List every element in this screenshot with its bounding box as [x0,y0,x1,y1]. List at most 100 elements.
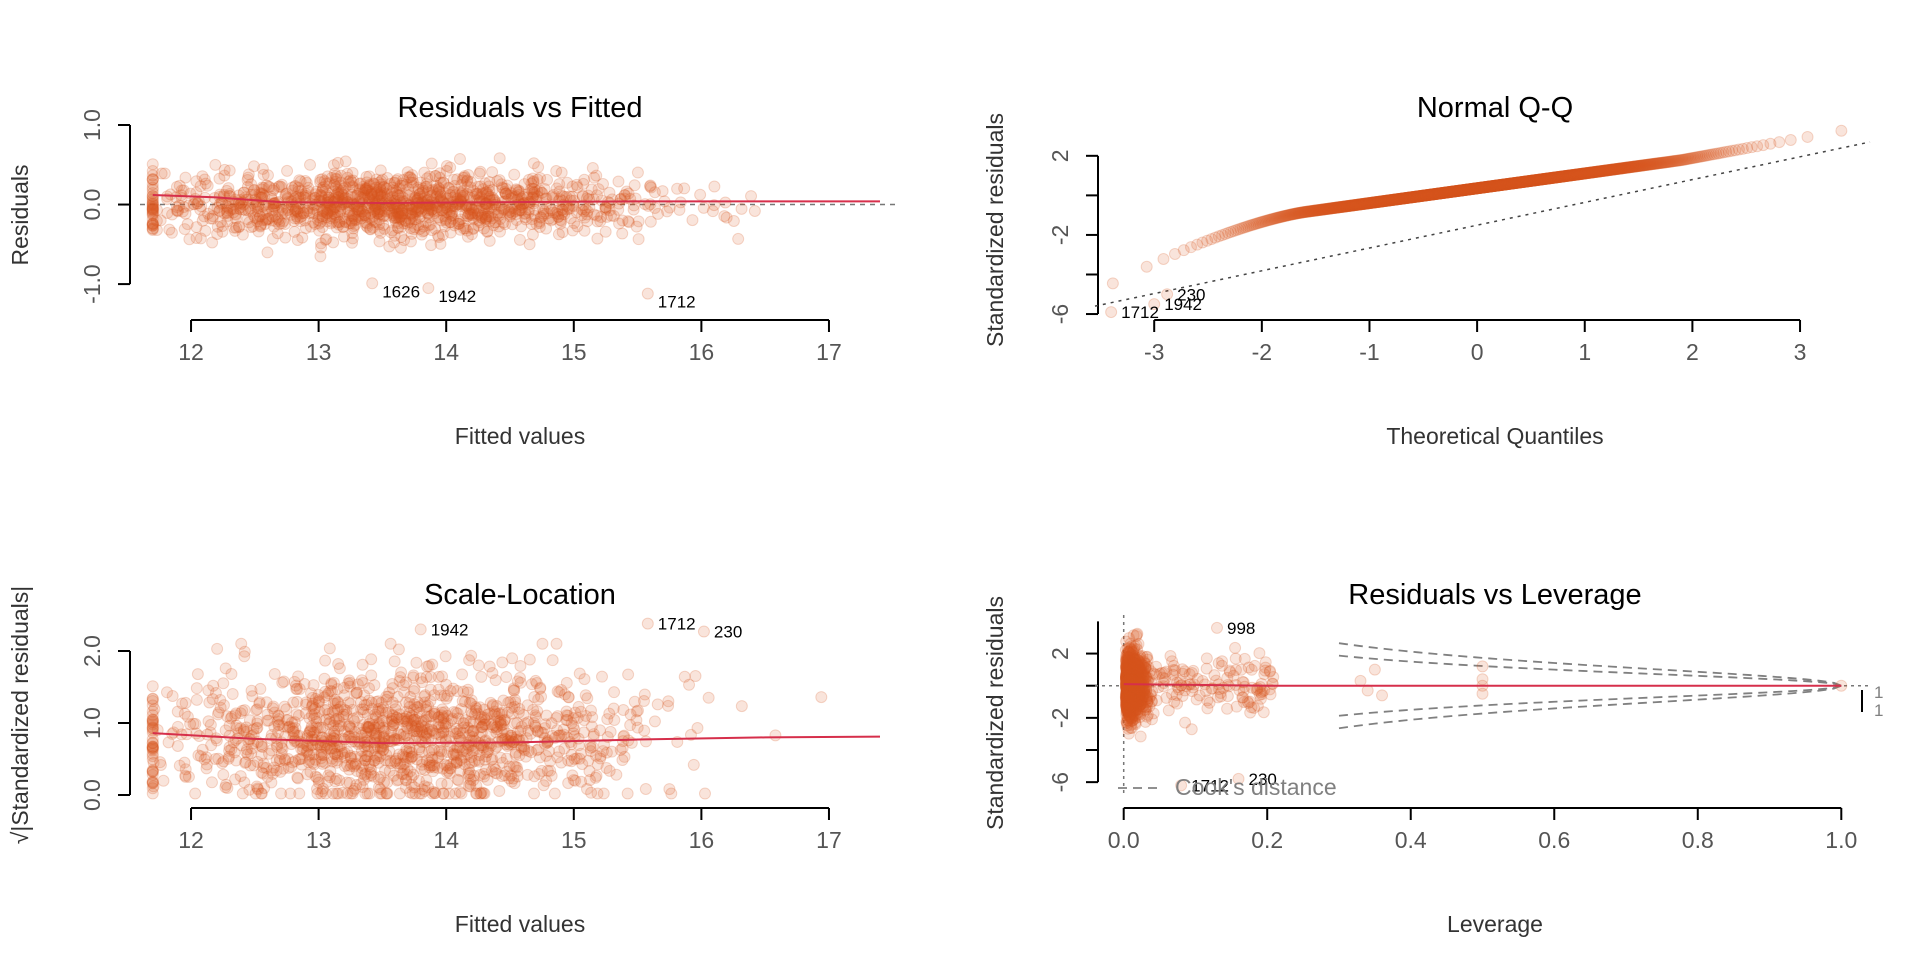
data-point [571,220,584,233]
data-point [683,678,696,691]
data-point [436,670,449,683]
data-point [323,642,336,655]
data-point [439,650,452,663]
data-point [1835,124,1848,137]
data-point [394,179,407,192]
data-point [425,157,438,170]
data-point [442,181,455,194]
data-point [420,180,433,193]
data-point [627,203,640,216]
data-point [178,756,191,769]
outlier-label: 1712 [658,293,696,312]
data-point [316,212,329,225]
data-point [496,756,509,769]
outlier-label: 1712 [658,615,696,634]
data-point [406,173,419,186]
data-point [394,211,407,224]
data-point [146,680,159,693]
data-point [503,205,516,218]
data-point [311,787,324,800]
data-point [591,787,604,800]
data-point [360,750,373,763]
data-point [694,188,707,201]
data-point [288,205,301,218]
data-point [473,167,486,180]
y-tick-label: -2 [1047,225,1073,245]
data-point [537,205,550,218]
data-point [207,679,220,692]
data-point [396,199,409,212]
y-tick-label: -6 [1047,772,1073,792]
data-point [280,703,293,716]
data-point [366,702,379,715]
data-point [386,721,399,734]
data-point [441,764,454,777]
data-point [272,726,285,739]
data-point [162,736,175,749]
data-point [429,222,442,235]
data-point [461,683,474,696]
data-point [536,187,549,200]
data-point [596,670,609,683]
data-point [373,188,386,201]
data-point [360,217,373,230]
data-point [146,181,159,194]
data-point [346,227,359,240]
data-point [719,196,732,209]
data-point [608,686,621,699]
data-point [491,208,504,221]
data-point [443,208,456,221]
data-point [374,189,387,202]
x-tick-label: -3 [1144,339,1164,365]
data-point [226,688,239,701]
outlier-label: 1942 [438,287,476,306]
data-point [206,236,219,249]
data-point [353,205,366,218]
data-point [199,224,212,237]
data-point [146,193,159,206]
data-point [537,207,550,220]
data-point [420,670,433,683]
data-point [234,203,247,216]
data-point [274,765,287,778]
data-point [263,181,276,194]
data-point [648,715,661,728]
data-point [388,236,401,249]
data-point [748,205,761,218]
data-point [292,772,305,785]
data-point [443,787,456,800]
data-point [600,746,613,759]
data-point [564,212,577,225]
data-point [469,201,482,214]
data-point [348,212,361,225]
data-point [440,216,453,229]
data-point [651,698,664,711]
data-point [526,228,539,241]
data-point [459,714,472,727]
data-point [479,212,492,225]
data-point [205,776,218,789]
data-point [436,228,449,241]
data-point [527,197,540,210]
data-point [769,729,782,742]
data-point [411,205,424,218]
data-point [630,714,643,727]
data-point [414,623,427,636]
data-point [661,205,674,218]
data-point [222,182,235,195]
data-point [402,751,415,764]
data-point [493,152,506,165]
data-point [546,190,559,203]
outlier-label: 1626 [382,282,420,301]
data-point [244,747,257,760]
data-point [697,625,710,638]
data-point [551,208,564,221]
x-axis-label: Leverage [1447,911,1543,937]
data-point [423,170,436,183]
data-point [343,776,356,789]
data-point [178,223,191,236]
data-point [514,659,527,672]
data-point [528,787,541,800]
data-point [454,223,467,236]
